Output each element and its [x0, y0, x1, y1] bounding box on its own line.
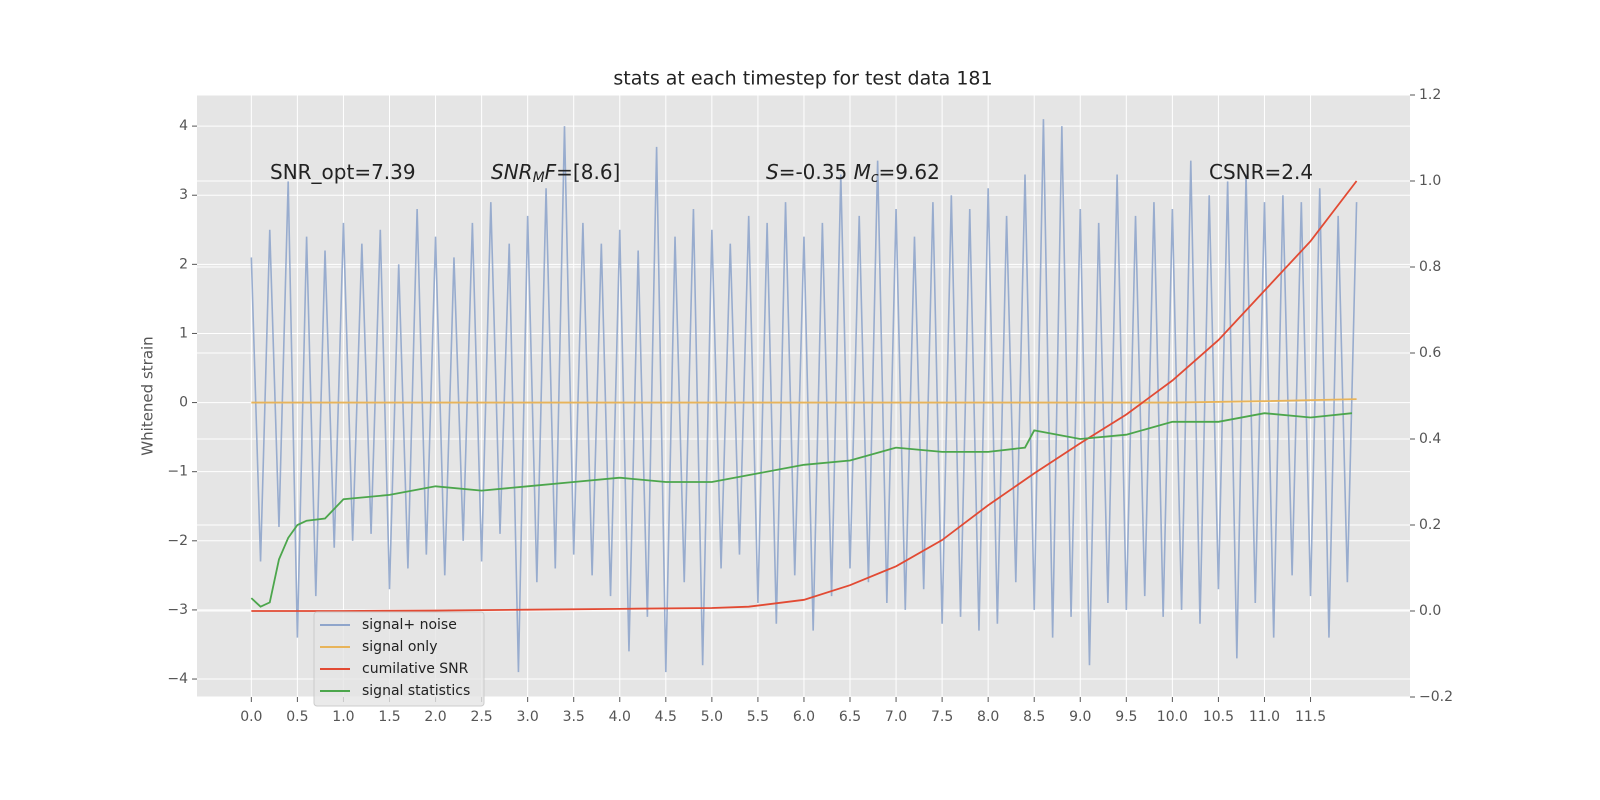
y-tick-label: 4 [179, 118, 188, 134]
series-line [251, 180, 1358, 612]
y2-tick-label: 0.4 [1419, 431, 1441, 447]
annotation-part: F [545, 160, 557, 184]
y2-tick-label: 0.2 [1419, 517, 1441, 533]
annotation-part: SNR [491, 160, 533, 184]
series-line [250, 412, 1353, 608]
annotation-part: M [854, 160, 871, 184]
x-tick-label: 0.5 [286, 709, 308, 725]
x-tick-label: 5.0 [701, 709, 723, 725]
y2-tick-label: 0.8 [1419, 259, 1441, 275]
annotation: CSNR=2.4 [1209, 160, 1313, 184]
y-tick-label: −4 [167, 671, 188, 687]
x-tick-label: 2.5 [470, 709, 492, 725]
annotation-part: =-0.35 [779, 160, 854, 184]
annotation-part: c [871, 170, 879, 186]
annotation-part: S [766, 160, 779, 184]
annotation: S=-0.35 Mc=9.62 [766, 160, 940, 187]
annotation: SNR_opt=7.39 [270, 160, 416, 184]
annotation-part: CSNR=2.4 [1209, 160, 1313, 184]
x-tick-label: 0.0 [240, 709, 262, 725]
legend-label: signal only [362, 639, 437, 655]
annotation-part: M [533, 170, 545, 186]
x-tick-label: 10.0 [1157, 709, 1188, 725]
annotation-part: =9.62 [879, 160, 940, 184]
y-tick-label: −3 [167, 602, 188, 618]
y2-tick-label: 1.0 [1419, 173, 1441, 189]
x-tick-label: 3.5 [563, 709, 585, 725]
annotation-part: SNR_opt=7.39 [270, 160, 416, 184]
y2-tick-label: 0.6 [1419, 345, 1441, 361]
annotation-part: =[8.6] [556, 160, 620, 184]
x-tick-label: 6.5 [839, 709, 861, 725]
y-tick-label: 0 [179, 395, 188, 411]
y-axis-label: Whitened strain [139, 336, 157, 455]
x-tick-label: 8.0 [977, 709, 999, 725]
legend-label: signal+ noise [362, 617, 457, 633]
y2-tick-label: −0.2 [1419, 689, 1453, 705]
x-tick-label: 4.5 [655, 709, 677, 725]
x-tick-label: 7.5 [931, 709, 953, 725]
x-tick-label: 9.5 [1115, 709, 1137, 725]
x-tick-label: 9.0 [1069, 709, 1091, 725]
y2-tick-label: 0.0 [1419, 603, 1441, 619]
legend-box [313, 611, 485, 707]
x-tick-label: 10.5 [1203, 709, 1234, 725]
x-tick-label: 3.0 [517, 709, 539, 725]
x-tick-label: 4.0 [609, 709, 631, 725]
x-tick-label: 5.5 [747, 709, 769, 725]
y-tick-label: 1 [179, 325, 188, 341]
series-line [251, 398, 1357, 404]
x-tick-label: 2.0 [424, 709, 446, 725]
x-tick-label: 6.0 [793, 709, 815, 725]
chart-title: stats at each timestep for test data 181 [613, 68, 992, 90]
legend-label: signal statistics [362, 683, 470, 699]
x-tick-label: 1.0 [332, 709, 354, 725]
x-tick-label: 11.5 [1295, 709, 1326, 725]
y-tick-label: 2 [179, 256, 188, 272]
series-line [250, 119, 1358, 673]
y-tick-label: −2 [167, 533, 188, 549]
y-tick-label: −1 [167, 464, 188, 480]
legend-label: cumilative SNR [362, 661, 469, 677]
x-tick-label: 8.5 [1023, 709, 1045, 725]
y2-tick-label: 1.2 [1419, 87, 1441, 103]
annotation: SNRMF=[8.6] [491, 160, 620, 187]
x-tick-label: 1.5 [378, 709, 400, 725]
x-tick-label: 7.0 [885, 709, 907, 725]
y-tick-label: 3 [179, 187, 188, 203]
x-tick-label: 11.0 [1249, 709, 1280, 725]
